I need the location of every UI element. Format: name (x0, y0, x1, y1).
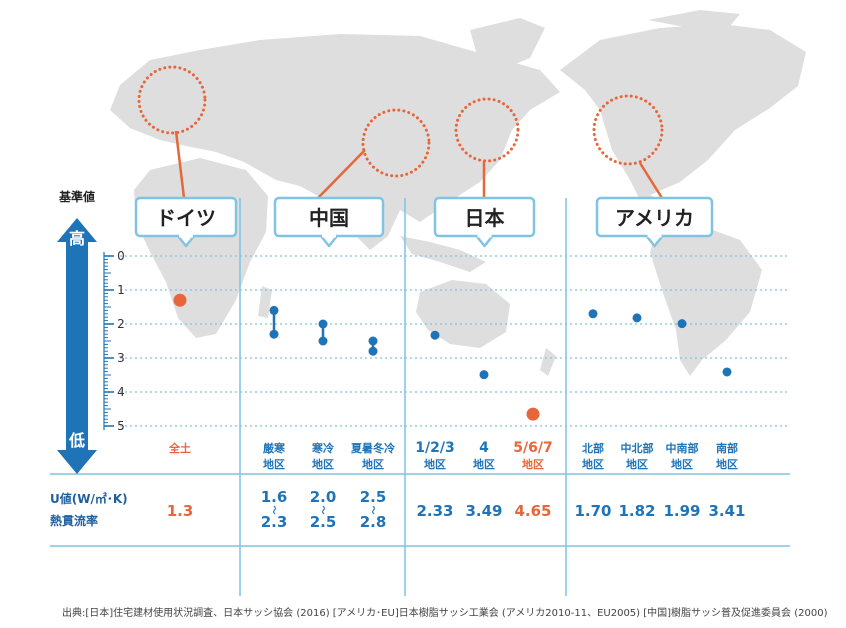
region-label: 地区 (582, 457, 604, 471)
country-name: アメリカ (615, 206, 694, 230)
u-value-text: 1.99 (663, 502, 700, 520)
data-point (269, 305, 279, 315)
region-label: 4 (479, 440, 489, 456)
country-callout-1: 中国 (273, 196, 385, 248)
y-axis-low-label: 低 (68, 431, 85, 450)
region-label: 地区 (473, 457, 495, 471)
world-map-background (110, 10, 806, 376)
y-axis-arrow (57, 218, 97, 474)
u-value-sublabel: 熱貫流率 (50, 513, 98, 528)
location-circle-1 (361, 108, 431, 178)
country-callout-0: ドイツ (134, 196, 238, 248)
data-point (430, 330, 440, 340)
u-value-text: 1.3 (167, 502, 194, 520)
y-tick-label: 1 (117, 283, 125, 297)
y-tick-label: 5 (117, 419, 125, 433)
callout-pointer (177, 235, 195, 248)
y-tick-label: 4 (117, 385, 125, 399)
u-value-text: 3.49 (465, 502, 502, 520)
u-value-text: 2.5 (360, 488, 387, 506)
callout-pointer (320, 235, 338, 248)
country-callout-2: 日本 (433, 196, 536, 248)
data-point (632, 313, 642, 323)
y-axis-high-label: 高 (69, 229, 85, 248)
region-label: 1/2/3 (415, 440, 454, 456)
region-label: 地区 (522, 457, 544, 471)
y-tick-label: 0 (117, 249, 125, 263)
region-label: 地区 (671, 457, 693, 471)
country-name: 日本 (465, 206, 505, 230)
region-label: 地区 (424, 457, 446, 471)
u-value-label: U値(W/㎡･K) (50, 491, 128, 506)
data-point (588, 309, 598, 319)
u-value-text: 4.65 (514, 502, 551, 520)
data-point (318, 336, 328, 346)
u-value-text: 2.0 (310, 488, 337, 506)
region-label: 南部 (716, 441, 738, 455)
region-label: 夏暑冬冷 (351, 441, 395, 455)
data-point (269, 329, 279, 339)
data-point (318, 319, 328, 329)
region-label: 地区 (362, 457, 384, 471)
data-point (479, 370, 489, 380)
region-label: 全土 (168, 441, 191, 455)
u-value-text: 2.33 (416, 502, 453, 520)
data-point (173, 293, 187, 307)
y-axis-label: 基準値 (58, 189, 95, 204)
location-circle-3 (592, 94, 664, 166)
y-tick-label: 2 (117, 317, 125, 331)
region-label: 北部 (582, 441, 604, 455)
region-label: 5/6/7 (513, 440, 552, 456)
u-value-text: 2.5 (310, 513, 337, 531)
u-value-text: 3.41 (708, 502, 745, 520)
y-tick-label: 3 (117, 351, 125, 365)
location-connector-0 (174, 130, 186, 199)
country-callout-3: アメリカ (595, 196, 714, 248)
region-label: 中南部 (666, 441, 699, 455)
callout-pointer (645, 235, 664, 248)
source-note: 出典:[日本]住宅建材使用状況調査、日本サッシ協会 (2016) [アメリカ･E… (62, 608, 828, 619)
region-label: 地区 (263, 457, 285, 471)
data-point (677, 319, 687, 329)
region-label: 中北部 (621, 441, 654, 455)
u-value-text: 1.6 (261, 488, 288, 506)
region-label: 地区 (626, 457, 648, 471)
country-name: 中国 (309, 206, 349, 230)
range-tilde: 〜 (317, 505, 327, 514)
range-tilde: 〜 (268, 505, 278, 514)
location-connector-3 (638, 162, 664, 199)
callout-pointer (475, 235, 494, 248)
region-label: 厳寒 (263, 441, 286, 455)
region-label: 地区 (312, 457, 334, 471)
region-label: 寒冷 (311, 441, 334, 455)
data-point (526, 407, 540, 421)
u-value-text: 2.3 (261, 513, 288, 531)
data-point (368, 336, 378, 346)
range-tilde: 〜 (367, 505, 377, 514)
location-circle-0 (137, 65, 207, 135)
u-value-text: 1.82 (618, 502, 655, 520)
location-connector-1 (317, 149, 366, 199)
u-value-text: 1.70 (574, 502, 611, 520)
u-value-text: 2.8 (360, 513, 387, 531)
country-name: ドイツ (156, 206, 216, 230)
data-point (722, 367, 732, 377)
region-label: 地区 (716, 457, 738, 471)
location-circle-2 (454, 97, 520, 163)
data-point (368, 346, 378, 356)
